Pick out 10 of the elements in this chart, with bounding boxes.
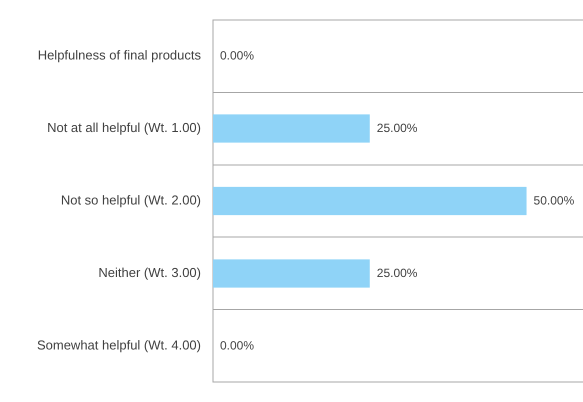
data-label: 0.00% — [220, 48, 254, 62]
data-label: 0.00% — [220, 338, 254, 352]
data-label: 25.00% — [376, 266, 418, 280]
data-label: 50.00% — [534, 193, 575, 208]
y-tick-label: Neither (Wt. 3.00) — [98, 265, 201, 280]
data-label: 25.00% — [376, 120, 418, 135]
y-tick-label: Somewhat helpful (Wt. 4.00) — [36, 338, 201, 353]
y-tick-label: Not so helpful (Wt. 2.00) — [60, 192, 201, 208]
y-tick-label: Helpfulness of final products — [38, 48, 202, 63]
y-tick-label: Not at all helpful (Wt. 1.00) — [47, 120, 201, 136]
